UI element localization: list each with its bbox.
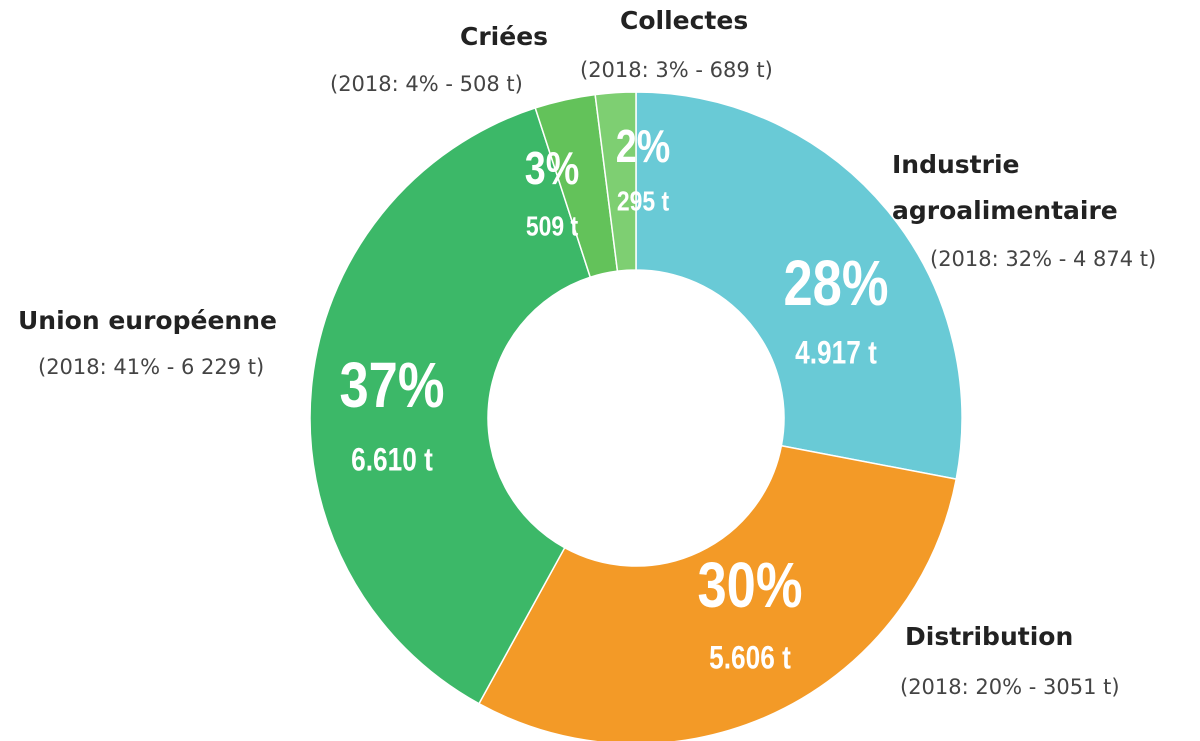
note-label: (2018: 4% - 508 t) [330, 72, 523, 96]
donut-segment [594, 91, 637, 273]
category-label: Industrie agroalimentaire [892, 150, 1118, 225]
category-label: Collectes [620, 6, 749, 35]
donut-segment [635, 91, 963, 480]
note-label: (2018: 3% - 689 t) [580, 58, 773, 82]
note-label: (2018: 32% - 4 874 t) [930, 247, 1157, 271]
category-label: Union européenne [18, 306, 277, 335]
tonnage-label: 4.917 t [795, 336, 877, 371]
value-label: 3% [525, 143, 580, 194]
tonnage-label: 5.606 t [709, 641, 791, 676]
value-label: 2% [616, 121, 671, 172]
value-label: 28% [783, 248, 888, 319]
note-label: (2018: 41% - 6 229 t) [38, 355, 265, 379]
donut-segment [309, 107, 592, 705]
donut-segment [477, 444, 958, 741]
value-label: 37% [339, 350, 444, 421]
category-label: Criées [460, 22, 549, 51]
value-label: 30% [697, 550, 802, 621]
tonnage-label: 295 t [617, 186, 670, 217]
tonnage-label: 6.610 t [351, 443, 433, 478]
note-label: (2018: 20% - 3051 t) [900, 675, 1120, 699]
tonnage-label: 509 t [526, 211, 579, 242]
category-label: Distribution [905, 622, 1074, 651]
